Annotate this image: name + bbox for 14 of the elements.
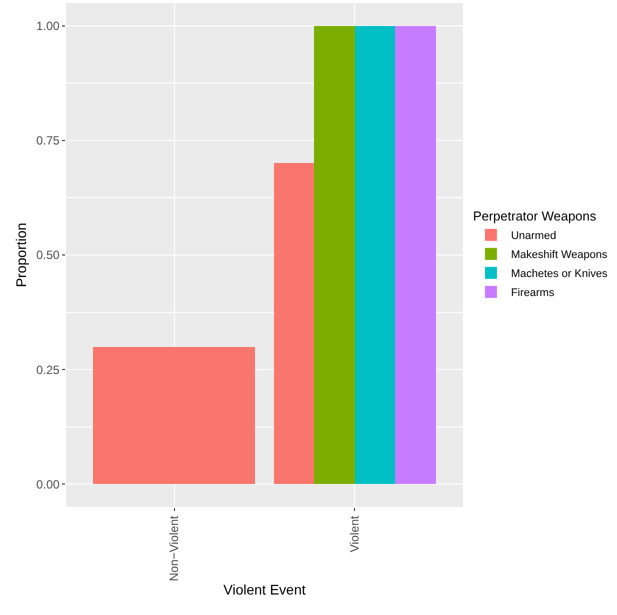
legend-title: Perpetrator Weapons	[472, 208, 597, 224]
y-tick-label: 0.75	[36, 134, 60, 148]
y-axis-title: Proportion	[12, 222, 29, 288]
y-tick-label: 0.50	[36, 248, 60, 262]
y-tick-label: 1.00	[36, 19, 60, 34]
legend-label: Machetes or Knives	[510, 268, 608, 280]
legend-label: Unarmed	[510, 230, 556, 242]
x-tick-label: Non−Violent	[167, 515, 182, 582]
x-axis-title: Violent Event	[223, 582, 306, 598]
y-tick-label: 0.00	[36, 477, 60, 492]
x-tick-label: Violent	[348, 515, 362, 552]
legend-label: Firearms	[510, 287, 555, 300]
y-tick-label: 0.25	[36, 362, 60, 377]
legend-label: Makeshift Weapons	[510, 249, 608, 262]
